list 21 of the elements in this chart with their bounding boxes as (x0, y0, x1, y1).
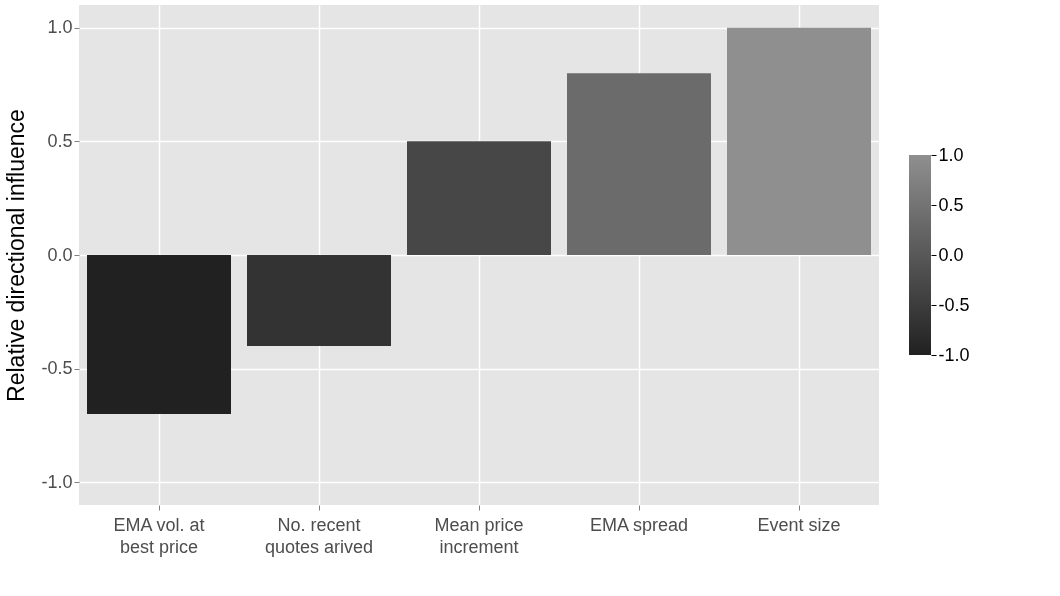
x-tick-label: Event size (757, 514, 841, 535)
color-bar-label: 1.0 (938, 144, 964, 165)
y-axis-title: Relative directional influence (3, 109, 30, 402)
bar (567, 73, 711, 255)
x-tick-label: EMA vol. at best price (113, 514, 205, 557)
color-bar-label: -0.5 (938, 294, 970, 315)
x-tick-label: Mean price increment (434, 514, 524, 557)
bar (87, 255, 231, 415)
bar (727, 27, 871, 255)
bar (247, 255, 391, 346)
y-tick-label: -1.0 (41, 471, 73, 492)
y-tick-label: 1.0 (47, 17, 73, 38)
x-tick-label: No. recent quotes arived (264, 514, 374, 557)
y-tick-label: 0.0 (47, 244, 73, 265)
bar (407, 141, 551, 255)
y-tick-label: -0.5 (41, 358, 73, 379)
color-bar-label: 0.5 (938, 194, 964, 215)
color-bar-label: 0.0 (938, 244, 964, 265)
x-tick-label: EMA spread (589, 514, 689, 535)
color-bar-label: -1.0 (938, 344, 970, 365)
y-tick-label: 0.5 (47, 130, 73, 151)
